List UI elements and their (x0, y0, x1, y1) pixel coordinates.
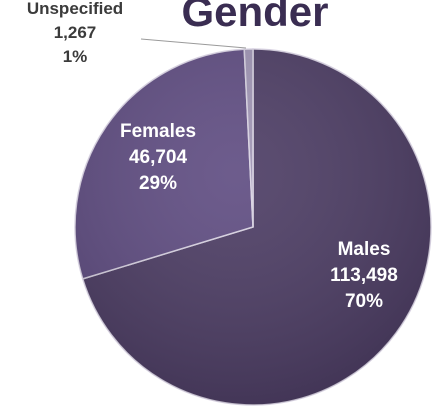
slice-name-males: Males (338, 239, 391, 260)
unspecified-leader-line (140, 38, 247, 49)
slice-label-unspecified: Unspecified 1,267 1% (27, 0, 123, 66)
slice-percent-unspecified: 1% (63, 47, 88, 66)
slice-label-males: Males 113,498 70% (330, 239, 398, 312)
pie-slices (74, 48, 432, 406)
slice-labels: Males 113,498 70% Females 46,704 29% Unspecifi… (27, 0, 398, 312)
slice-percent-males: 70% (345, 291, 383, 312)
chart-title: Gender (181, 0, 328, 35)
slice-name-females: Females (120, 121, 196, 142)
slice-label-females: Females 46,704 29% (120, 121, 196, 194)
slice-value-females: 46,704 (129, 147, 188, 168)
slice-percent-females: 29% (139, 173, 177, 194)
slice-name-unspecified: Unspecified (27, 0, 123, 18)
slice-value-unspecified: 1,267 (54, 23, 97, 42)
slice-value-males: 113,498 (330, 265, 398, 286)
